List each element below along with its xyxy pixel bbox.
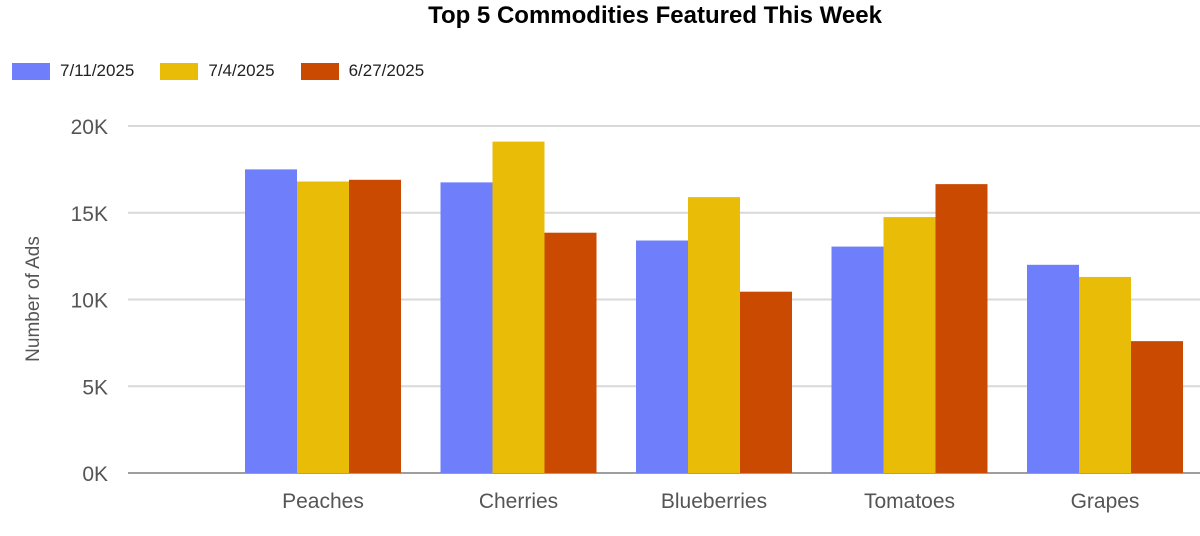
bar-grapes-series-3[interactable] (1131, 341, 1183, 473)
bar-peaches-series-3[interactable] (349, 179, 401, 473)
x-tick-label: Cherries (479, 490, 558, 513)
legend-label-series-1: 7/11/2025 (60, 61, 135, 80)
bar-tomatoes-series-3[interactable] (935, 184, 988, 473)
bar-cherries-series-3[interactable] (544, 232, 597, 473)
legend-swatch-series-1 (12, 62, 50, 80)
y-tick-label: 15K (71, 203, 108, 226)
bar-cherries-series-2[interactable] (492, 141, 545, 474)
bar-grapes-series-2[interactable] (1079, 276, 1131, 473)
y-axis-ticks: 0K 5K 10K 15K 20K (71, 116, 108, 486)
legend-label-series-2: 7/4/2025 (208, 61, 275, 80)
bar-blueberries-series-3[interactable] (740, 291, 792, 473)
bar-grapes-series-1[interactable] (1027, 264, 1079, 473)
x-axis-ticks: Peaches Cherries Blueberries Tomatoes Grapes (282, 490, 1139, 513)
y-tick-label: 0K (82, 463, 108, 486)
bar-peaches-series-1[interactable] (245, 169, 297, 473)
legend-swatch-series-3 (300, 62, 339, 80)
legend-item-series-1[interactable]: 7/11/2025 (12, 61, 134, 81)
legend-item-series-3[interactable]: 6/27/2025 (300, 61, 425, 81)
y-axis-title: Number of Ads (23, 236, 44, 362)
y-tick-label: 5K (82, 376, 108, 399)
legend: 7/11/2025 7/4/2025 6/27/2025 (12, 59, 450, 83)
y-tick-label: 20K (71, 116, 108, 139)
legend-swatch-series-2 (160, 62, 199, 80)
bar-blueberries-series-1[interactable] (636, 240, 688, 473)
x-tick-label: Tomatoes (864, 490, 955, 513)
bar-tomatoes-series-1[interactable] (831, 246, 884, 473)
legend-label-series-3: 6/27/2025 (348, 61, 425, 80)
bar-cherries-series-1[interactable] (440, 182, 493, 473)
bar-tomatoes-series-2[interactable] (883, 217, 936, 473)
bar-peaches-series-2[interactable] (297, 181, 349, 473)
bar-blueberries-series-2[interactable] (688, 197, 740, 473)
legend-item-series-2[interactable]: 7/4/2025 (160, 61, 275, 81)
x-tick-label: Peaches (282, 490, 364, 513)
x-tick-label: Grapes (1071, 490, 1140, 513)
y-tick-label: 10K (71, 290, 108, 313)
x-tick-label: Blueberries (661, 490, 767, 513)
chart-title: Top 5 Commodities Featured This Week (428, 2, 882, 29)
bars (245, 141, 1183, 474)
